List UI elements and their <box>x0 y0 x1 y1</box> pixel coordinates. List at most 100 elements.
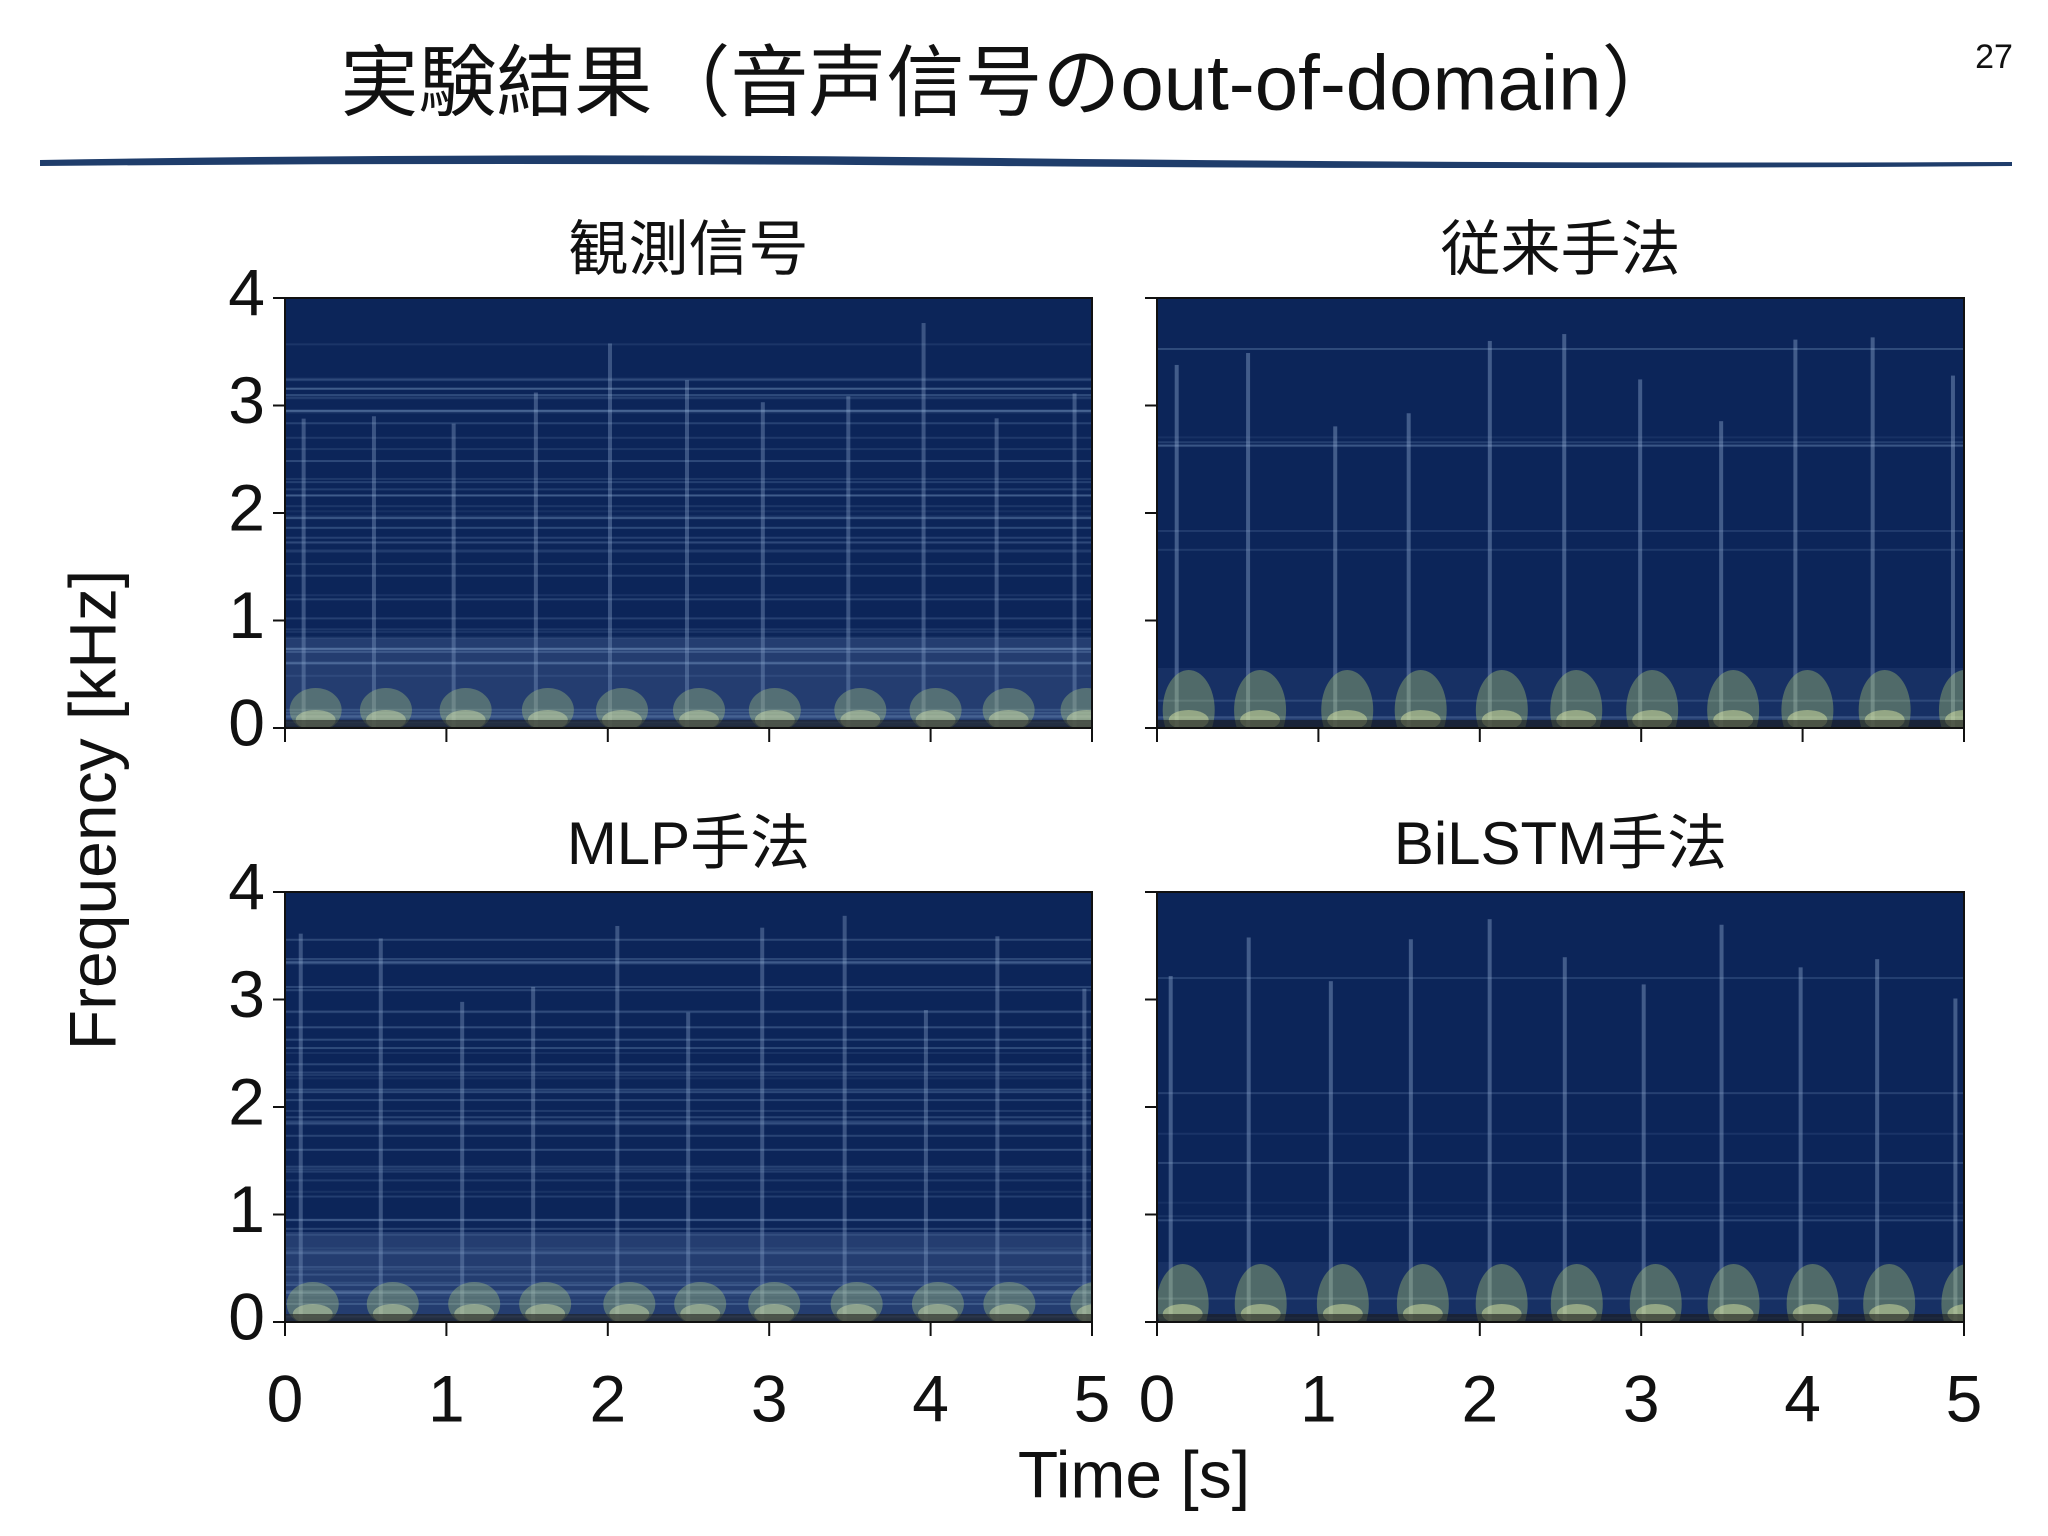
spectrogram-texture <box>686 1012 691 1322</box>
spectrogram-texture <box>285 938 1092 941</box>
spectrogram-texture <box>285 1077 1092 1080</box>
spectrogram-texture <box>1246 937 1251 1322</box>
spectrogram-texture <box>285 574 1092 577</box>
spectrogram-texture <box>1157 977 1964 980</box>
spectrogram-texture <box>285 636 1092 639</box>
spectrogram-texture <box>1168 975 1173 1322</box>
spectrogram-texture <box>285 1281 1092 1284</box>
spectrogram-texture <box>285 661 1092 664</box>
spectrogram <box>1157 892 1964 1322</box>
spectrogram-texture <box>533 392 538 728</box>
spectrogram-texture <box>285 1091 1092 1094</box>
x-tick-label: 4 <box>1784 1361 1821 1435</box>
spectrogram-texture <box>285 563 1092 566</box>
spectrogram <box>285 298 1092 728</box>
spectrogram-texture <box>1157 441 1964 444</box>
spectrogram-texture <box>1157 1297 1964 1300</box>
panel-title: MLP手法 <box>567 810 810 877</box>
spectrogram-texture <box>285 1120 1092 1123</box>
spectrogram-texture <box>285 387 1092 390</box>
spectrogram <box>285 892 1092 1322</box>
spectrogram-texture <box>1157 1314 1964 1322</box>
y-tick-label: 3 <box>228 957 265 1031</box>
spectrogram-texture <box>285 1047 1092 1050</box>
spectrogram-texture <box>1487 340 1492 728</box>
x-tick-label: 0 <box>267 1361 304 1435</box>
spectrogram-texture <box>285 1071 1092 1074</box>
spectrogram-texture <box>285 1218 1092 1221</box>
spectrogram-texture <box>1641 984 1646 1322</box>
spectrogram-texture <box>1157 548 1964 551</box>
spectrogram-texture <box>285 989 1092 992</box>
spectrogram-texture <box>285 494 1092 497</box>
spectrogram-texture <box>285 448 1092 451</box>
spectrogram-texture <box>285 938 1092 941</box>
spectrogram-texture <box>285 1268 1092 1271</box>
spectrogram-texture <box>685 380 690 728</box>
spectrogram-background <box>1157 298 1964 728</box>
spectrogram-texture <box>285 1010 1092 1013</box>
spectrogram-texture <box>285 1302 1092 1305</box>
spectrogram-texture <box>285 481 1092 484</box>
spectrogram-texture <box>285 708 1092 711</box>
spectrogram-texture <box>285 1232 1092 1322</box>
spectrogram-texture <box>995 936 1000 1322</box>
spectrogram-texture <box>1870 337 1875 728</box>
spectrogram-texture <box>285 1074 1092 1077</box>
spectrogram-texture <box>285 409 1092 412</box>
spectrogram-texture <box>1408 939 1413 1322</box>
x-tick-label: 1 <box>1300 1361 1337 1435</box>
spectrogram-texture <box>285 662 1092 665</box>
spectrogram-texture <box>285 1116 1092 1119</box>
spectrogram-texture <box>846 396 851 728</box>
spectrogram-texture <box>842 915 847 1322</box>
spectrogram-texture <box>285 674 1092 677</box>
spectrogram-texture <box>378 938 383 1322</box>
spectrogram-texture <box>531 986 536 1322</box>
spectrogram-texture <box>285 1292 1092 1295</box>
spectrogram-background <box>1157 892 1964 1322</box>
spectrogram-texture <box>285 436 1092 439</box>
spectrogram-texture <box>371 416 376 728</box>
spectrogram-texture <box>285 1250 1092 1253</box>
spectrogram-texture <box>1157 668 1964 728</box>
spectrogram-texture <box>285 1134 1092 1137</box>
spectrogram-texture <box>1333 426 1338 728</box>
spectrogram-texture <box>285 647 1092 650</box>
spectrogram-texture <box>285 494 1092 497</box>
x-tick-label: 5 <box>1946 1361 1983 1435</box>
spectrogram-texture <box>1798 967 1803 1322</box>
y-tick-label: 1 <box>228 578 265 652</box>
spectrogram-texture <box>1793 339 1798 728</box>
spectrogram-texture <box>285 594 1092 597</box>
spectrogram-texture <box>285 1038 1092 1041</box>
spectrogram-texture <box>1157 529 1964 532</box>
spectrogram <box>1157 298 1964 728</box>
spectrogram-texture <box>285 516 1092 519</box>
spectrogram-texture <box>301 418 306 728</box>
spectrogram-texture <box>285 1290 1092 1293</box>
spectrogram-texture <box>285 1252 1092 1255</box>
spectrogram-texture <box>285 1291 1092 1294</box>
spectrogram-texture <box>1487 919 1492 1322</box>
spectrogram-texture <box>285 343 1092 346</box>
spectrogram-texture <box>285 377 1092 380</box>
spectrogram-texture <box>285 985 1092 988</box>
spectrogram-texture <box>1157 1219 1964 1222</box>
page-number: 27 <box>1975 38 2013 76</box>
y-tick-label: 3 <box>228 363 265 437</box>
spectrogram-texture <box>1157 1161 1964 1164</box>
spectrogram-texture <box>285 488 1092 491</box>
spectrogram-texture <box>1157 347 1964 350</box>
spectrogram-texture <box>285 708 1092 711</box>
spectrogram-texture <box>285 517 1092 520</box>
spectrogram-texture <box>285 1122 1092 1125</box>
spectrogram-texture <box>285 1294 1092 1297</box>
spectrogram-texture <box>285 1284 1092 1287</box>
spectrogram-texture <box>1328 981 1333 1322</box>
spectrogram-texture <box>285 720 1092 728</box>
x-tick-label: 2 <box>1461 1361 1498 1435</box>
spectrogram-texture <box>1406 413 1411 728</box>
y-tick-label: 0 <box>228 685 265 759</box>
x-tick-label: 3 <box>1623 1361 1660 1435</box>
